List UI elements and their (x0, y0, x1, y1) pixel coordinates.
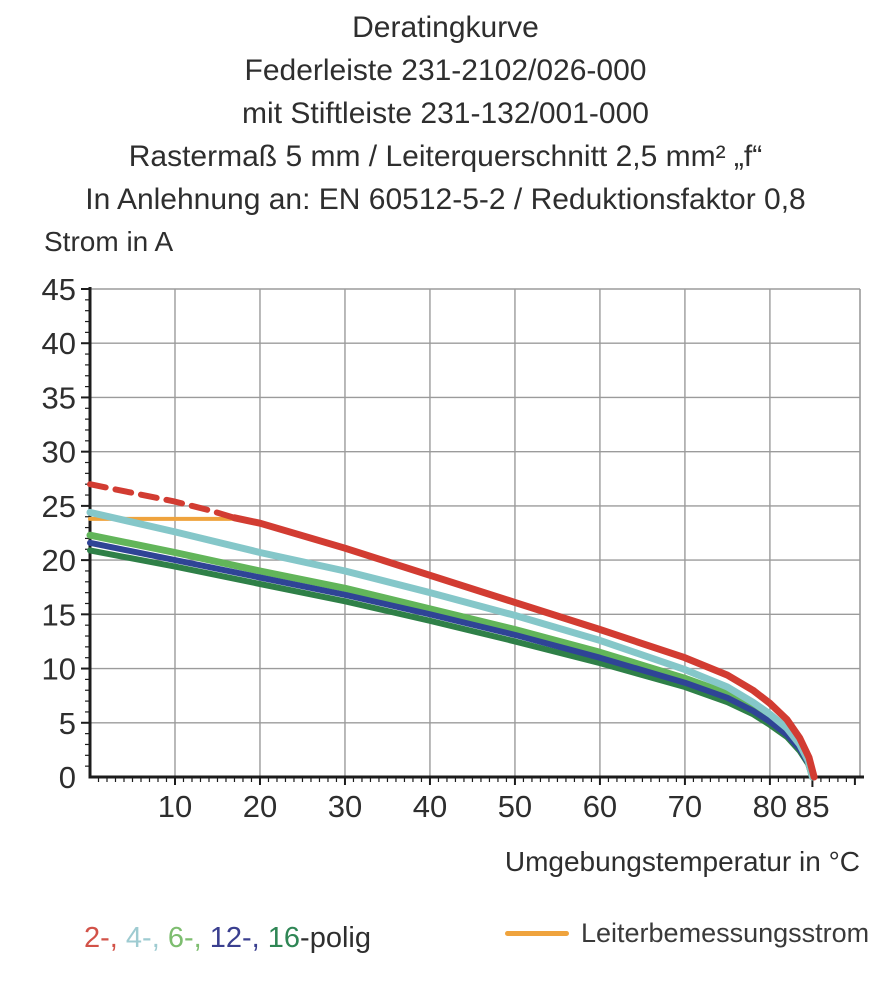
legend-poles-6: 6-, (167, 922, 202, 954)
y-tick-label-30: 30 (42, 435, 76, 470)
poles-legend: 2-, 4-, 6-, 12-, 16-polig (84, 922, 371, 955)
y-axis-title: Strom in A (44, 226, 174, 257)
rated-current-line-swatch (505, 931, 569, 936)
legend-poles-16: 16 (267, 922, 301, 954)
chart-title-block: Deratingkurve Federleiste 231-2102/026-0… (0, 6, 891, 221)
rated-current-legend: Leiterbemessungsstrom (505, 918, 869, 949)
grid (90, 288, 861, 777)
x-tick-label-80: 80 (753, 789, 787, 824)
x-tick-label-70: 70 (668, 789, 702, 824)
curve-12-polig (87, 539, 816, 780)
x-tick-label-10: 10 (158, 789, 192, 824)
rated-current-label: Leiterbemessungsstrom (581, 918, 870, 948)
y-tick-label-10: 10 (42, 652, 76, 687)
title-line-5: In Anlehnung an: EN 60512-5-2 / Reduktio… (85, 183, 806, 216)
y-tick-label-45: 45 (42, 272, 76, 307)
x-tick-label-20: 20 (243, 789, 277, 824)
poles-legend-suffix: -polig (300, 922, 371, 954)
title-line-3: mit Stiftleiste 231-132/001-000 (242, 97, 649, 130)
x-tick-label-85: 85 (795, 789, 829, 824)
legend-poles-4: 4-, (125, 922, 160, 954)
curve-2-polig-projection (87, 481, 238, 521)
title-line-2: Federleiste 231-2102/026-000 (244, 54, 647, 87)
legend-poles-2: 2-, (84, 922, 118, 954)
tick-labels: 0 5 10 15 20 25 30 35 40 45 10 20 30 40 50 60 70 80 85 (42, 272, 830, 824)
y-tick-label-15: 15 (42, 597, 76, 632)
x-tick-label-60: 60 (583, 789, 617, 824)
legend-poles-12: 12-, (209, 922, 260, 954)
title-line-4: Rastermaß 5 mm / Leiterquerschnitt 2,5 m… (128, 140, 763, 173)
poles-legend-items: 2-, 4-, 6-, 12-, 16 (84, 922, 300, 954)
y-tick-label-0: 0 (59, 760, 76, 795)
title-line-1: Deratingkurve (352, 11, 539, 44)
y-tick-label-35: 35 (42, 380, 76, 415)
x-tick-label-50: 50 (498, 789, 532, 824)
x-tick-label-30: 30 (328, 789, 362, 824)
y-tick-label-20: 20 (42, 543, 76, 578)
x-tick-label-40: 40 (413, 789, 447, 824)
x-axis-title: Umgebungstemperatur in °C (504, 846, 860, 877)
y-tick-label-5: 5 (59, 706, 76, 741)
y-tick-label-40: 40 (42, 326, 76, 361)
curve-2-polig (231, 514, 818, 781)
y-tick-label-25: 25 (42, 489, 76, 524)
curve-4-polig (86, 508, 816, 781)
curves (86, 481, 818, 781)
